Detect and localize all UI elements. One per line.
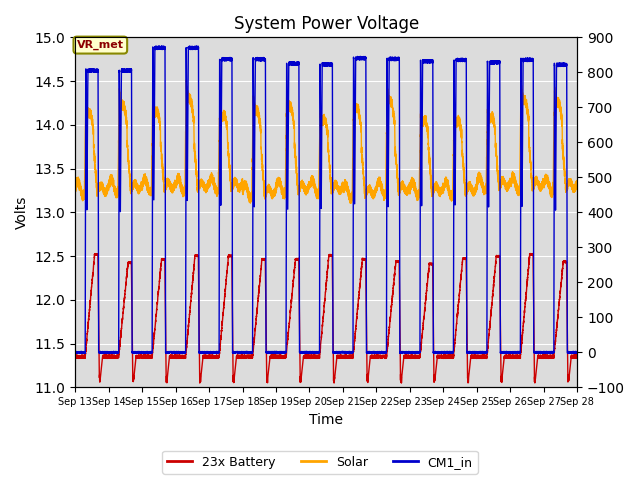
- Legend: 23x Battery, Solar, CM1_in: 23x Battery, Solar, CM1_in: [163, 451, 477, 474]
- 23x Battery: [467, 358, 474, 364]
- CM1_in: [572, 350, 579, 356]
- Line: Solar: Solar: [75, 80, 577, 203]
- Solar: [259, 177, 267, 183]
- 23x Battery: [531, 380, 539, 386]
- Solar: [573, 178, 581, 183]
- 23x Battery: [179, 354, 186, 360]
- CM1_in: [173, 349, 181, 355]
- CM1_in: [573, 349, 581, 355]
- Line: CM1_in: CM1_in: [75, 46, 577, 353]
- 23x Battery: [573, 355, 581, 360]
- Line: 23x Battery: 23x Battery: [75, 253, 577, 383]
- Text: VR_met: VR_met: [77, 40, 124, 50]
- 23x Battery: [527, 251, 534, 256]
- 23x Battery: [71, 354, 79, 360]
- CM1_in: [71, 348, 79, 354]
- Solar: [346, 200, 354, 206]
- Solar: [572, 180, 579, 186]
- CM1_in: [259, 58, 267, 63]
- Solar: [71, 183, 79, 189]
- CM1_in: [193, 43, 200, 49]
- 23x Battery: [259, 256, 267, 262]
- Solar: [182, 77, 190, 83]
- 23x Battery: [173, 354, 181, 360]
- Solar: [179, 186, 186, 192]
- Y-axis label: Volts: Volts: [15, 196, 29, 229]
- Solar: [173, 177, 181, 183]
- 23x Battery: [396, 260, 403, 265]
- Solar: [396, 191, 403, 196]
- CM1_in: [467, 349, 474, 355]
- Title: System Power Voltage: System Power Voltage: [234, 15, 419, 33]
- X-axis label: Time: Time: [309, 413, 343, 427]
- CM1_in: [500, 350, 508, 356]
- 23x Battery: [572, 355, 579, 360]
- Solar: [467, 188, 474, 193]
- CM1_in: [396, 56, 403, 62]
- CM1_in: [179, 349, 186, 355]
